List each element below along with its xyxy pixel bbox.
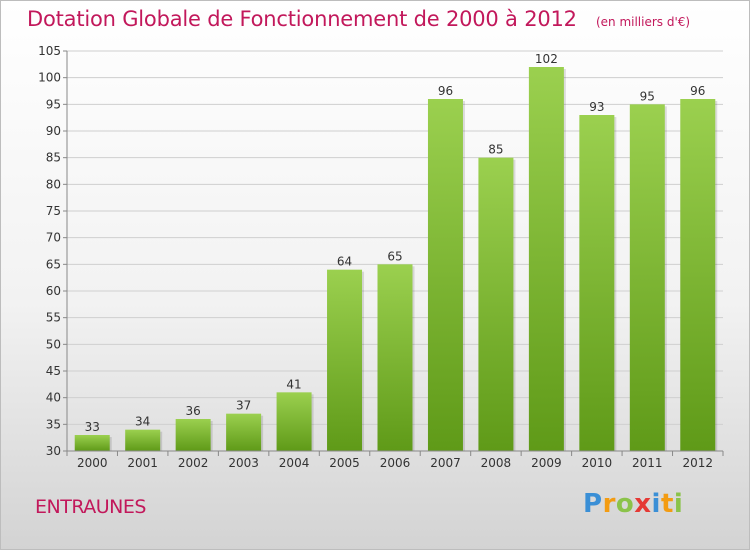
place-name: ENTRAUNES [35, 496, 146, 518]
y-tick-label: 80 [46, 177, 61, 191]
x-tick-label: 2000 [77, 456, 108, 470]
x-tick-label: 2012 [682, 456, 713, 470]
axes: 30 35 40 45 50 55 60 65 70 75 80 85 90 95 100 105 2000 20… [38, 44, 724, 470]
y-tick-label: 65 [46, 257, 61, 271]
bar-value-label: 34 [135, 415, 150, 429]
bar-value-label: 96 [438, 84, 453, 98]
x-tick-label: 2002 [178, 456, 209, 470]
bar-value-label: 93 [589, 100, 604, 114]
bar-2012 [680, 99, 716, 451]
bar-2006 [377, 264, 413, 451]
chart-title: Dotation Globale de Fonctionnement de 20… [27, 7, 577, 31]
y-tick-label: 100 [38, 71, 61, 85]
bar-value-label: 41 [286, 377, 301, 391]
bar-value-label: 36 [186, 404, 201, 418]
chart-subtitle: (en milliers d'€) [595, 15, 691, 29]
x-tick-label: 2008 [481, 456, 512, 470]
bar-value-label: 95 [640, 89, 655, 103]
bar-2008 [478, 157, 514, 451]
bar-2005 [327, 269, 363, 451]
bar-2007 [427, 99, 463, 451]
chart-header: Dotation Globale de Fonctionnement de 20… [27, 7, 690, 31]
y-tick-label: 40 [46, 391, 61, 405]
bar-value-label: 65 [387, 249, 402, 263]
bar-value-label: 96 [690, 84, 705, 98]
x-tick-label: 2001 [127, 456, 158, 470]
bar-value-label: 64 [337, 255, 352, 269]
y-tick-label: 45 [46, 364, 61, 378]
y-tick-label: 90 [46, 124, 61, 138]
bar-2004 [276, 392, 312, 451]
x-tick-label: 2007 [430, 456, 461, 470]
bar-value-label: 85 [488, 143, 503, 157]
x-tick-label: 2006 [380, 456, 411, 470]
y-tick-label: 75 [46, 204, 61, 218]
y-tick-label: 105 [38, 44, 61, 58]
y-tick-label: 50 [46, 337, 61, 351]
bar-2011 [629, 104, 665, 451]
x-tick-label: 2010 [582, 456, 613, 470]
y-tick-label: 85 [46, 151, 61, 165]
x-tick-label: 2009 [531, 456, 562, 470]
bars: 33 34 36 37 41 64 65 96 85 102 93 95 96 [74, 52, 718, 451]
bar-2000 [74, 435, 110, 451]
x-tick-label: 2004 [279, 456, 310, 470]
y-tick-label: 30 [46, 444, 61, 458]
bar-value-label: 37 [236, 399, 251, 413]
x-tick-label: 2003 [228, 456, 259, 470]
bar-2009 [528, 67, 564, 451]
bar-2002 [175, 419, 211, 451]
y-tick-label: 95 [46, 97, 61, 111]
y-tick-label: 55 [46, 311, 61, 325]
x-tick-label: 2005 [329, 456, 360, 470]
bar-2003 [226, 413, 262, 451]
x-tick-label: 2011 [632, 456, 663, 470]
y-tick-label: 60 [46, 284, 61, 298]
y-tick-label: 35 [46, 417, 61, 431]
proxiti-logo[interactable]: Proxiti [583, 489, 684, 519]
bar-value-label: 33 [85, 420, 100, 434]
bar-2010 [579, 115, 615, 451]
y-tick-label: 70 [46, 231, 61, 245]
bar-value-label: 102 [535, 52, 558, 66]
bar-2001 [125, 429, 161, 451]
